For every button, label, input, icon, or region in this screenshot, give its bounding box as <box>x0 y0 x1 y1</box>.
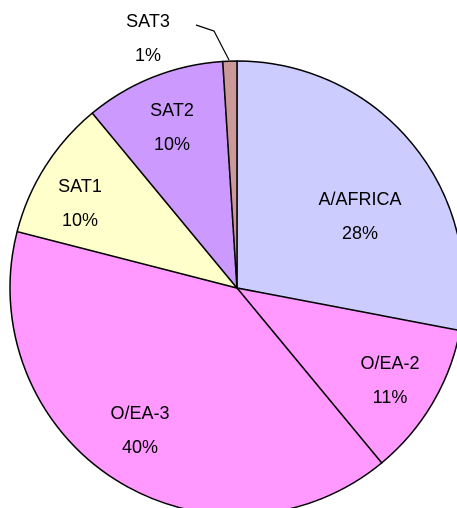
labels: A/AFRICA 28% O/EA-2 11% O/EA-3 40% SAT1 10% SAT2… <box>58 11 419 457</box>
slice-label: O/EA-3 <box>110 403 169 423</box>
slice-value-label: 11% <box>373 387 408 407</box>
slice-value-label: 1% <box>135 45 161 65</box>
slice-label: A/AFRICA <box>318 189 401 209</box>
pie-slice <box>91 60 238 291</box>
slice-value-label: 28% <box>342 223 378 243</box>
slice-label: SAT3 <box>126 11 170 31</box>
pie-slice <box>221 60 238 289</box>
slice-value-label: 10% <box>154 134 190 154</box>
slice-label: SAT2 <box>150 100 194 120</box>
slice-value-label: 10% <box>62 210 98 230</box>
slice-label: O/EA-2 <box>360 353 419 373</box>
pie-slice <box>16 112 240 290</box>
pie <box>9 60 457 508</box>
slice-label: SAT1 <box>58 176 102 196</box>
pie-slice <box>236 60 457 331</box>
slice-value-label: 40% <box>122 437 158 457</box>
pie-slice <box>235 286 457 464</box>
pie-slice <box>9 230 383 508</box>
leader-line <box>195 24 230 61</box>
